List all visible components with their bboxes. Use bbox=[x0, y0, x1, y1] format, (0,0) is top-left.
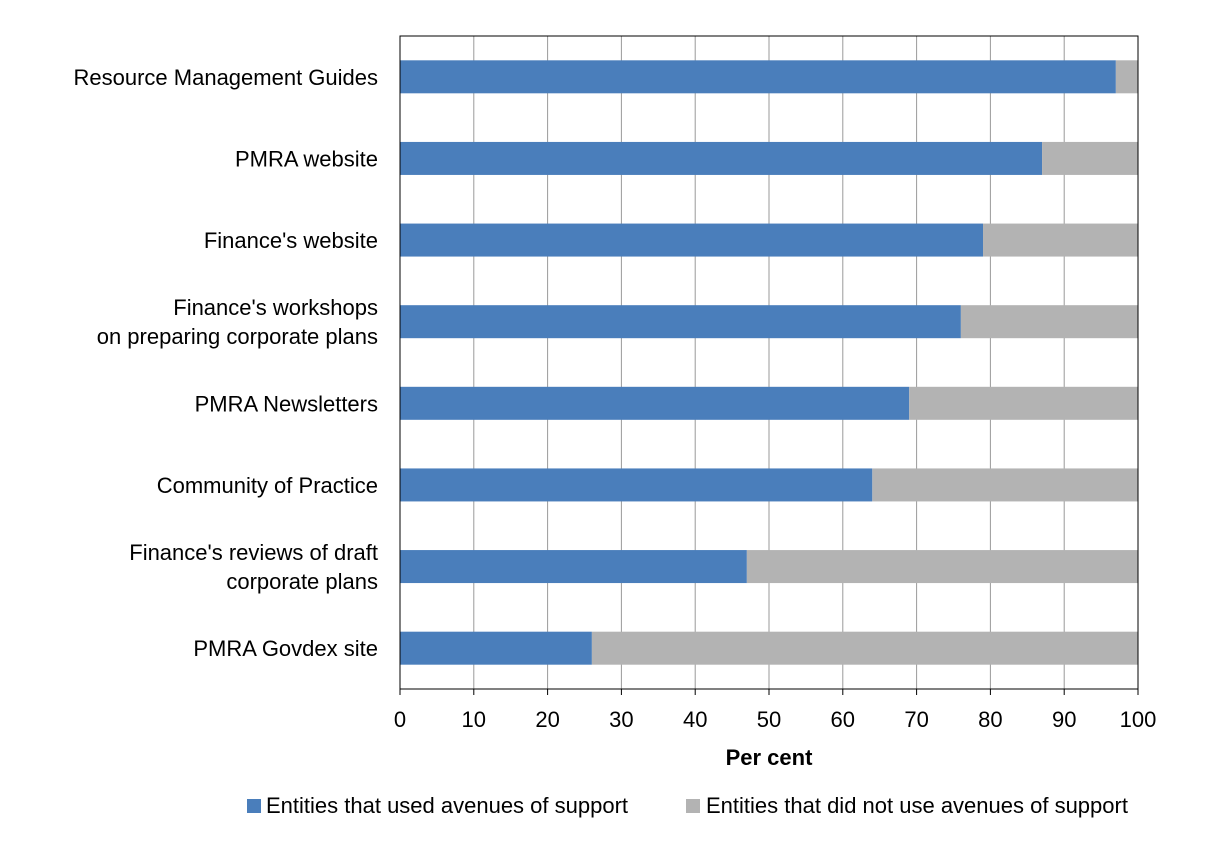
bar-not-used bbox=[960, 305, 1138, 339]
x-tick-label: 70 bbox=[904, 707, 928, 732]
category-label: Resource Management Guides bbox=[74, 65, 379, 90]
category-label: Community of Practice bbox=[157, 473, 378, 498]
bar-not-used bbox=[1115, 60, 1138, 94]
x-tick-label: 50 bbox=[757, 707, 781, 732]
bar-used bbox=[400, 550, 747, 584]
x-tick-label: 10 bbox=[462, 707, 486, 732]
bar-used bbox=[400, 141, 1043, 175]
bar-used bbox=[400, 60, 1116, 94]
bars bbox=[400, 60, 1138, 665]
bar-not-used bbox=[591, 631, 1138, 665]
bar-used bbox=[400, 631, 592, 665]
legend: Entities that used avenues of support Ent… bbox=[247, 793, 1128, 818]
x-tick-label: 100 bbox=[1120, 707, 1157, 732]
x-tick-labels: 0 10 20 30 40 50 60 70 80 90 100 bbox=[394, 707, 1156, 732]
bar-not-used bbox=[1042, 141, 1138, 175]
x-tick-label: 20 bbox=[535, 707, 559, 732]
bar-not-used bbox=[909, 386, 1138, 420]
legend-label-not-used: Entities that did not use avenues of sup… bbox=[706, 793, 1128, 818]
x-tick-label: 0 bbox=[394, 707, 406, 732]
category-label: Finance's workshops on preparing corporat… bbox=[97, 295, 378, 349]
bar-used bbox=[400, 223, 984, 257]
gridlines bbox=[399, 36, 1139, 689]
category-labels: Resource Management Guides PMRA website Fi… bbox=[74, 65, 379, 661]
category-label: PMRA Govdex site bbox=[193, 636, 378, 661]
bar-not-used bbox=[983, 223, 1138, 257]
x-tick-label: 60 bbox=[831, 707, 855, 732]
category-label: PMRA website bbox=[235, 146, 378, 171]
legend-label-used: Entities that used avenues of support bbox=[266, 793, 628, 818]
category-label: PMRA Newsletters bbox=[195, 391, 378, 416]
x-tick-label: 80 bbox=[978, 707, 1002, 732]
x-tick-label: 90 bbox=[1052, 707, 1076, 732]
bar-used bbox=[400, 468, 873, 502]
category-label: Finance's reviews of draft corporate plan… bbox=[129, 540, 378, 594]
legend-swatch-not-used bbox=[686, 799, 700, 813]
x-axis-title: Per cent bbox=[726, 745, 813, 770]
bar-used bbox=[400, 305, 961, 339]
x-tick-label: 40 bbox=[683, 707, 707, 732]
bar-not-used bbox=[746, 550, 1138, 584]
category-label: Finance's website bbox=[204, 228, 378, 253]
legend-swatch-used bbox=[247, 799, 261, 813]
bar-not-used bbox=[872, 468, 1138, 502]
x-tick-label: 30 bbox=[609, 707, 633, 732]
plot-frame bbox=[399, 35, 1139, 695]
bar-used bbox=[400, 386, 910, 420]
